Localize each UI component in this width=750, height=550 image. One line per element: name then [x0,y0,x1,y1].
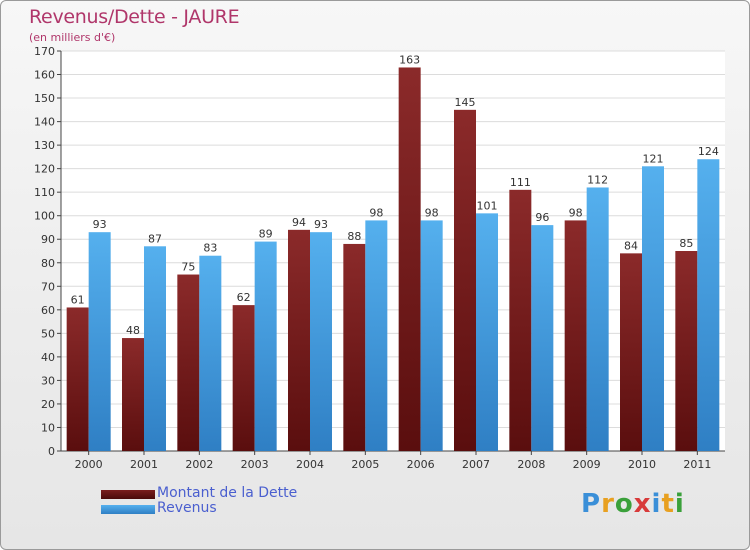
data-label-revenue-2004: 93 [314,218,328,231]
bar-debt-2000 [66,307,89,451]
data-label-debt-2003: 62 [237,291,251,304]
bar-debt-2005 [343,243,366,451]
bar-revenue-2006 [420,220,443,451]
data-label-revenue-2010: 121 [643,152,664,165]
y-tick-label: 30 [41,374,55,387]
data-label-debt-2010: 84 [624,239,638,252]
legend-label-debt: Montant de la Dette [157,485,298,501]
bar-revenue-2005 [365,220,388,451]
y-tick-label: 20 [41,398,55,411]
bar-revenue-2001 [144,246,166,451]
bar-debt-2003 [232,305,255,451]
bar-debt-2006 [398,67,421,452]
bar-revenue-2009 [586,187,609,451]
data-label-revenue-2009: 112 [587,173,608,186]
bar-revenue-2010 [642,166,664,451]
y-tick-label: 0 [48,445,55,458]
logo-letter: i [674,489,685,519]
bar-debt-2007 [454,109,476,451]
logo-letter: t [661,489,675,519]
data-label-debt-2002: 75 [181,261,195,274]
logo-letter: o [614,489,634,519]
bar-revenue-2000 [88,232,111,451]
data-label-debt-2001: 48 [126,324,140,337]
bar-revenue-2003 [254,241,277,451]
logo-letter: i [651,489,662,519]
x-tick-label-2003: 2003 [241,458,269,471]
legend-label-revenue: Revenus [157,500,217,516]
y-tick-label: 170 [34,45,55,58]
y-tick-label: 80 [41,257,55,270]
y-tick-label: 70 [41,280,55,293]
data-label-revenue-2011: 124 [698,145,719,158]
data-label-revenue-2003: 89 [259,228,273,241]
data-label-revenue-2005: 98 [369,206,383,219]
bar-debt-2008 [509,189,532,451]
y-tick-label: 60 [41,304,55,317]
bar-revenue-2008 [531,225,554,451]
data-label-debt-2011: 85 [679,237,693,250]
data-label-revenue-2002: 83 [203,242,217,255]
data-label-revenue-2001: 87 [148,232,162,245]
data-label-debt-2004: 94 [292,216,306,229]
y-tick-label: 110 [34,186,55,199]
data-label-revenue-2000: 93 [93,218,107,231]
data-label-debt-2007: 145 [455,96,476,109]
logo-letter: x [633,489,652,519]
y-tick-label: 90 [41,233,55,246]
chart-title: Revenus/Dette - JAURE [29,6,240,28]
x-tick-label-2006: 2006 [407,458,435,471]
bar-revenue-2002 [199,255,222,451]
data-label-debt-2008: 111 [510,176,531,189]
bar-debt-2004 [288,229,310,451]
data-label-debt-2009: 98 [569,206,583,219]
proxiti-logo: Proxiti [581,489,685,519]
x-tick-label-2000: 2000 [75,458,103,471]
y-tick-label: 10 [41,421,55,434]
x-tick-label-2011: 2011 [683,458,711,471]
bar-debt-2011 [675,251,698,451]
y-tick-label: 100 [34,210,55,223]
y-tick-label: 120 [34,163,55,176]
data-label-debt-2006: 163 [399,53,420,66]
y-tick-label: 160 [34,69,55,82]
x-tick-label-2010: 2010 [628,458,656,471]
data-label-debt-2000: 61 [71,293,85,306]
x-tick-label-2001: 2001 [130,458,158,471]
bar-debt-2010 [620,253,642,451]
data-label-revenue-2006: 98 [425,206,439,219]
legend-swatch-debt [101,490,155,499]
x-tick-label-2008: 2008 [517,458,545,471]
data-label-revenue-2007: 101 [477,199,498,212]
y-tick-label: 150 [34,92,55,105]
x-tick-label-2007: 2007 [462,458,490,471]
x-tick-label-2004: 2004 [296,458,324,471]
y-tick-label: 130 [34,139,55,152]
plot-area [61,51,725,451]
bar-debt-2001 [122,338,144,451]
bar-debt-2002 [177,274,200,451]
bar-revenue-2004 [310,232,332,451]
x-tick-label-2009: 2009 [573,458,601,471]
y-tick-label: 40 [41,351,55,364]
y-tick-label: 50 [41,327,55,340]
x-tick-label-2005: 2005 [351,458,379,471]
logo-letter: P [581,489,602,519]
logo-letter: r [601,489,615,519]
data-label-revenue-2008: 96 [535,211,549,224]
y-tick-label: 140 [34,116,55,129]
bar-revenue-2011 [697,159,720,451]
bar-debt-2009 [564,220,587,451]
x-tick-label-2002: 2002 [185,458,213,471]
legend-swatch-revenue [101,505,155,514]
data-label-debt-2005: 88 [347,230,361,243]
bar-revenue-2007 [476,213,498,451]
chart-subtitle: (en milliers d'€) [29,31,116,44]
